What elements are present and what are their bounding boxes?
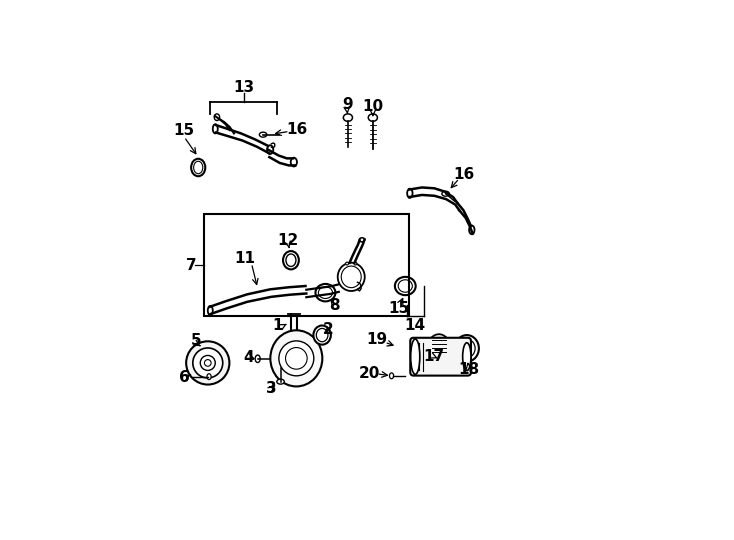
Ellipse shape bbox=[270, 330, 322, 387]
Ellipse shape bbox=[354, 262, 357, 265]
Text: 18: 18 bbox=[459, 362, 480, 377]
Ellipse shape bbox=[283, 251, 299, 269]
Text: 15: 15 bbox=[173, 123, 195, 138]
Circle shape bbox=[200, 355, 215, 370]
Ellipse shape bbox=[214, 114, 219, 120]
Ellipse shape bbox=[344, 114, 352, 122]
Ellipse shape bbox=[428, 334, 450, 359]
Ellipse shape bbox=[267, 145, 273, 154]
Ellipse shape bbox=[259, 132, 267, 137]
Text: 2: 2 bbox=[323, 322, 334, 337]
Text: 8: 8 bbox=[330, 299, 340, 313]
Bar bbox=[203, 214, 410, 316]
Circle shape bbox=[286, 348, 307, 369]
Text: 5: 5 bbox=[192, 333, 202, 348]
Ellipse shape bbox=[411, 339, 420, 374]
Ellipse shape bbox=[407, 188, 413, 198]
Ellipse shape bbox=[455, 335, 479, 362]
Ellipse shape bbox=[319, 287, 333, 299]
Ellipse shape bbox=[313, 326, 331, 345]
Ellipse shape bbox=[390, 373, 393, 379]
Text: 13: 13 bbox=[233, 80, 255, 95]
Ellipse shape bbox=[255, 355, 260, 362]
Text: 10: 10 bbox=[363, 99, 383, 114]
Ellipse shape bbox=[338, 263, 365, 291]
Text: 4: 4 bbox=[244, 350, 254, 365]
FancyBboxPatch shape bbox=[410, 338, 471, 376]
Ellipse shape bbox=[341, 266, 361, 288]
Ellipse shape bbox=[431, 338, 447, 355]
Text: 19: 19 bbox=[366, 332, 388, 347]
Ellipse shape bbox=[360, 238, 365, 242]
Ellipse shape bbox=[346, 262, 349, 265]
Circle shape bbox=[205, 360, 211, 366]
Ellipse shape bbox=[286, 254, 296, 266]
Text: 9: 9 bbox=[342, 97, 352, 112]
Text: 14: 14 bbox=[404, 319, 426, 333]
Text: 7: 7 bbox=[186, 258, 197, 273]
Text: 15: 15 bbox=[388, 301, 410, 315]
Ellipse shape bbox=[207, 374, 211, 380]
Ellipse shape bbox=[442, 191, 449, 196]
Text: 12: 12 bbox=[277, 233, 299, 248]
Ellipse shape bbox=[395, 277, 415, 295]
Circle shape bbox=[186, 341, 230, 384]
Ellipse shape bbox=[316, 328, 328, 342]
Text: 20: 20 bbox=[359, 366, 380, 381]
Ellipse shape bbox=[462, 343, 471, 370]
Ellipse shape bbox=[277, 379, 284, 384]
Text: 6: 6 bbox=[178, 370, 189, 385]
Ellipse shape bbox=[316, 284, 335, 301]
Ellipse shape bbox=[459, 339, 475, 357]
Text: 17: 17 bbox=[423, 349, 444, 364]
Text: 16: 16 bbox=[453, 167, 474, 183]
Ellipse shape bbox=[469, 226, 474, 234]
Ellipse shape bbox=[291, 158, 297, 166]
Text: 3: 3 bbox=[266, 381, 277, 396]
Circle shape bbox=[193, 348, 222, 378]
Circle shape bbox=[279, 341, 314, 376]
Text: 1: 1 bbox=[273, 319, 283, 333]
Ellipse shape bbox=[399, 280, 413, 292]
Ellipse shape bbox=[368, 114, 377, 122]
Ellipse shape bbox=[213, 124, 218, 133]
Text: 16: 16 bbox=[286, 122, 308, 137]
Text: 11: 11 bbox=[235, 252, 255, 266]
Ellipse shape bbox=[208, 306, 213, 315]
